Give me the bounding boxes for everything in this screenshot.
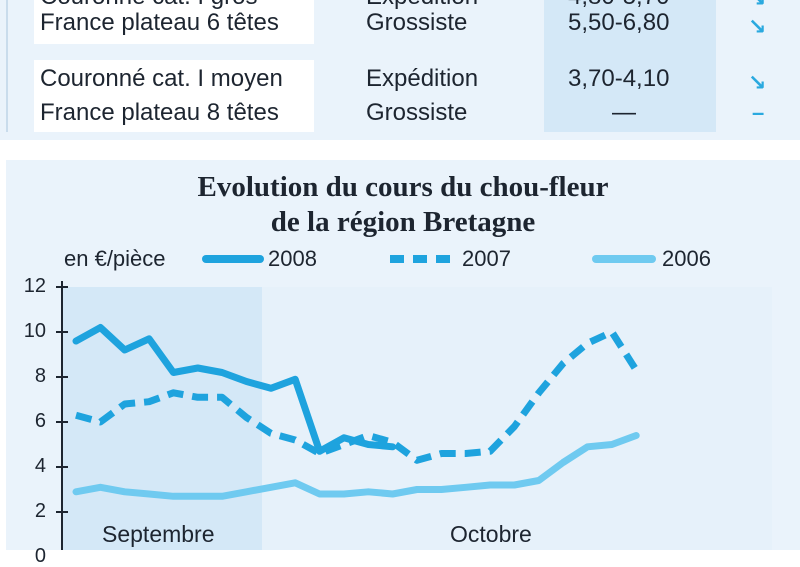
chart-title-line-1: Evolution du cours du chou-fleur: [197, 171, 609, 203]
table-product-cell: [34, 0, 314, 44]
table-product-cell: [34, 60, 314, 132]
table-market: Expédition: [366, 0, 478, 12]
y-tick-label: 8: [34, 365, 46, 387]
table-price: 4,80-5,70: [568, 0, 669, 12]
legend-swatch-2007: [390, 255, 450, 263]
legend-label-2008: 2008: [268, 246, 317, 271]
price-column: [544, 0, 716, 132]
y-tick-label: 0: [34, 545, 46, 567]
table-product: France plateau 6 têtes: [40, 9, 279, 36]
table-product: Couronné cat. I moyen: [40, 65, 283, 92]
legend-label-2006: 2006: [662, 246, 711, 271]
table-price: 5,50-6,80: [568, 9, 670, 36]
table-market: Grossiste: [366, 9, 468, 36]
month-label-october: Octobre: [450, 521, 532, 547]
table-product: Couronné cat. I gros: [40, 0, 257, 12]
y-tick-label: 6: [34, 410, 46, 432]
y-tick-label: 4: [34, 455, 46, 477]
chart-panel: Evolution du cours du chou-fleur de la r…: [6, 160, 800, 566]
trend-down-icon: ↘: [748, 14, 767, 39]
table-market: Grossiste: [366, 99, 468, 126]
line-chart: [56, 281, 772, 550]
table-price: —: [612, 99, 636, 126]
y-tick-label: 2: [34, 500, 46, 522]
series-line-2008: [72, 324, 397, 455]
table-price: 3,70-4,10: [568, 65, 670, 92]
month-label-september: Septembre: [102, 521, 215, 547]
unit-label: en €/pièce: [64, 246, 166, 271]
series-line-2006: [72, 432, 640, 500]
y-tick-label: 10: [23, 320, 46, 342]
trend-down-icon: ↘: [748, 70, 767, 95]
trend-down-icon: ↘: [748, 0, 766, 10]
legend-swatch-2006: [592, 255, 656, 263]
legend-label-2007: 2007: [462, 246, 511, 271]
chart-title-line-2: de la région Bretagne: [270, 206, 536, 238]
table-product: France plateau 8 têtes: [40, 99, 279, 126]
price-table: Couronné cat. I gros Expédition 4,80-5,7…: [0, 0, 800, 140]
legend-swatch-2008: [202, 255, 264, 263]
table-left-rule: [6, 0, 8, 132]
trend-flat-icon: –: [752, 100, 765, 125]
table-market: Expédition: [366, 65, 479, 92]
september-band: [62, 287, 262, 550]
y-tick-label: 12: [23, 275, 46, 297]
